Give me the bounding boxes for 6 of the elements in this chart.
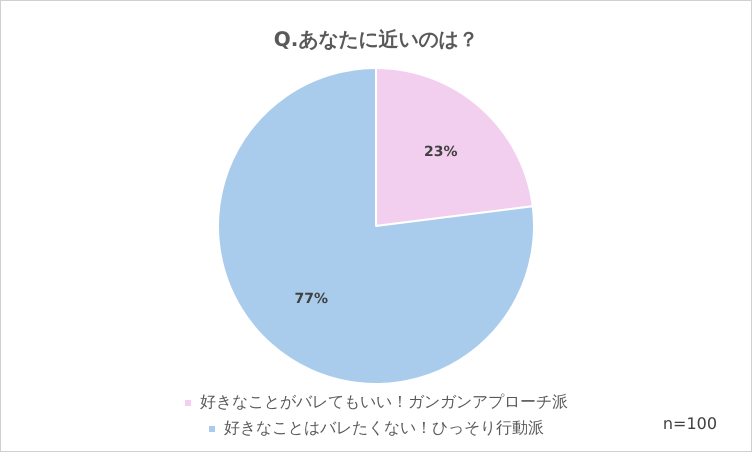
legend-label: 好きなことがバレてもいい！ガンガンアプローチ派: [200, 392, 568, 412]
chart-title: Q.あなたに近いのは？: [274, 27, 478, 52]
text: n=100: [662, 414, 717, 433]
legend-label: 好きなことはバレたくない！ひっそり行動派: [224, 418, 544, 438]
data-label: 23%: [424, 144, 458, 160]
data-label: 77%: [294, 291, 328, 308]
